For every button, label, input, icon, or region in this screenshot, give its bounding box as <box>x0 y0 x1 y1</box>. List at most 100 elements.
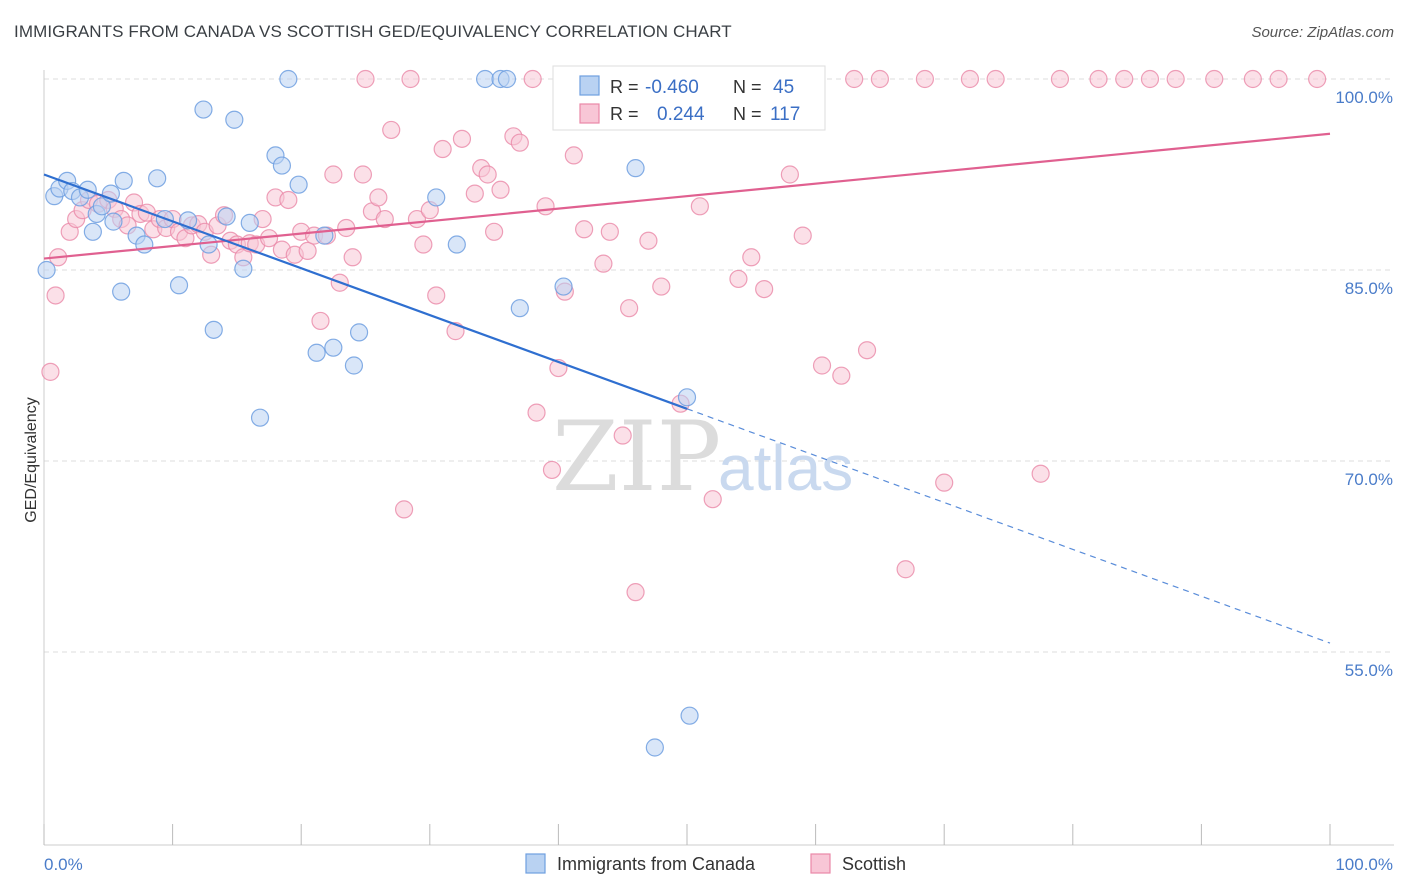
stats-n-value-canada: 45 <box>773 77 794 98</box>
scatter-point-canada <box>83 222 102 241</box>
trend-line-canada-extrapolated <box>686 408 1331 644</box>
trend-lines <box>43 132 1331 644</box>
scatter-point-scottish <box>575 220 594 239</box>
watermark: ZIP atlas <box>552 401 853 513</box>
stats-r-value-scottish: 0.244 <box>657 104 705 125</box>
scatter-point-scottish <box>401 69 420 89</box>
scatter-point-canada <box>475 69 495 89</box>
scatter-point-scottish <box>845 69 864 89</box>
scatter-point-canada <box>250 408 270 427</box>
stats-legend: R = -0.460 N = 45 R = 0.244 N = 117 <box>552 65 826 131</box>
scatter-point-canada <box>204 320 223 339</box>
stats-n-label-canada: N = <box>733 77 762 97</box>
scatter-point-canada <box>680 706 699 725</box>
axes <box>43 70 1394 846</box>
scatter-point-scottish <box>986 69 1005 89</box>
scatter-point-scottish <box>46 286 65 305</box>
scatter-point-scottish <box>485 222 504 241</box>
scatter-point-canada <box>37 260 56 280</box>
watermark-atlas: atlas <box>718 432 853 504</box>
scatter-point-scottish <box>1089 69 1108 89</box>
scatter-point-scottish <box>594 254 613 273</box>
scatter-point-scottish <box>729 269 748 289</box>
scatter-point-scottish <box>465 184 484 203</box>
scatter-point-canada <box>92 197 111 216</box>
x-tick-label-right: 100.0% <box>1335 855 1393 874</box>
scatter-point-scottish <box>690 197 709 216</box>
x-tick-label-left: 0.0% <box>44 855 83 874</box>
scatter-point-scottish <box>857 341 877 360</box>
scatter-point-scottish <box>1308 69 1327 89</box>
trend-line-scottish <box>43 132 1331 260</box>
scatter-point-scottish <box>935 473 954 492</box>
scatter-point-scottish <box>742 248 761 267</box>
scatter-point-scottish <box>600 222 619 241</box>
scatter-point-scottish <box>394 500 414 519</box>
y-tick-label: 70.0% <box>1345 470 1393 489</box>
scatter-point-canada <box>510 299 529 318</box>
scatter-point-canada <box>169 276 189 295</box>
scatter-point-canada <box>148 169 167 188</box>
scatter-point-scottish <box>311 311 330 331</box>
scatter-point-scottish <box>491 180 510 199</box>
series-canada <box>37 69 699 757</box>
scatter-point-scottish <box>620 299 639 318</box>
scatter-point-canada <box>234 259 253 278</box>
trend-line-canada <box>43 173 688 410</box>
scatter-point-scottish <box>523 69 542 89</box>
bottom-legend: Immigrants from Canada Scottish <box>525 853 906 874</box>
scatter-point-scottish <box>1205 69 1224 89</box>
legend-swatch-scottish <box>810 853 831 874</box>
scatter-point-scottish <box>613 426 632 445</box>
scatter-point-scottish <box>960 69 980 89</box>
scatter-point-canada <box>194 100 213 119</box>
chart-title: IMMIGRANTS FROM CANADA VS SCOTTISH GED/E… <box>14 22 732 41</box>
scatter-point-scottish <box>382 120 401 140</box>
scatter-point-canada <box>199 235 218 254</box>
scatter-point-scottish <box>1031 464 1050 483</box>
scatter-point-canada <box>645 738 664 757</box>
scatter-point-scottish <box>652 277 671 296</box>
scatter-point-scottish <box>626 583 645 602</box>
scatter-point-scottish <box>369 188 388 207</box>
scatter-point-scottish <box>510 133 529 152</box>
stats-r-label-scottish: R = <box>610 104 639 124</box>
scatter-point-scottish <box>793 226 812 245</box>
stats-n-value-scottish: 117 <box>770 104 800 125</box>
legend-swatch-canada <box>525 853 546 874</box>
stats-n-label-scottish: N = <box>733 104 762 124</box>
scatter-point-scottish <box>542 460 562 480</box>
scatter-point-canada <box>324 338 343 357</box>
scatter-point-scottish <box>703 490 722 509</box>
stats-r-value-canada: -0.460 <box>645 77 699 98</box>
scatter-point-scottish <box>1243 69 1262 89</box>
scatter-point-scottish <box>780 165 799 184</box>
y-axis-label: GED/Equivalency <box>23 397 40 522</box>
scatter-point-scottish <box>452 129 472 148</box>
scatter-point-scottish <box>478 165 497 184</box>
scatter-point-scottish <box>536 197 555 216</box>
scatter-point-canada <box>225 110 244 129</box>
scatter-point-canada <box>497 69 517 89</box>
y-tick-label: 85.0% <box>1345 279 1393 298</box>
stats-swatch-scottish <box>579 103 600 124</box>
scatter-point-canada <box>289 175 308 194</box>
scatter-point-canada <box>114 171 133 190</box>
stats-swatch-canada <box>579 75 600 96</box>
scatter-point-canada <box>112 282 131 301</box>
scatter-point-canada <box>447 235 466 254</box>
scatter-point-scottish <box>356 69 375 89</box>
scatter-point-scottish <box>298 241 317 260</box>
scatter-point-canada <box>677 388 697 407</box>
scatter-point-scottish <box>343 248 362 267</box>
scatter-point-canada <box>307 343 326 362</box>
stats-r-label-canada: R = <box>610 77 639 97</box>
scatter-point-canada <box>626 159 645 178</box>
legend-label-canada: Immigrants from Canada <box>557 854 756 874</box>
watermark-zip: ZIP <box>552 401 721 513</box>
scatter-point-scottish <box>564 146 583 165</box>
y-tick-label: 100.0% <box>1335 88 1393 107</box>
scatter-point-scottish <box>1140 69 1160 89</box>
scatter-point-scottish <box>279 190 298 210</box>
